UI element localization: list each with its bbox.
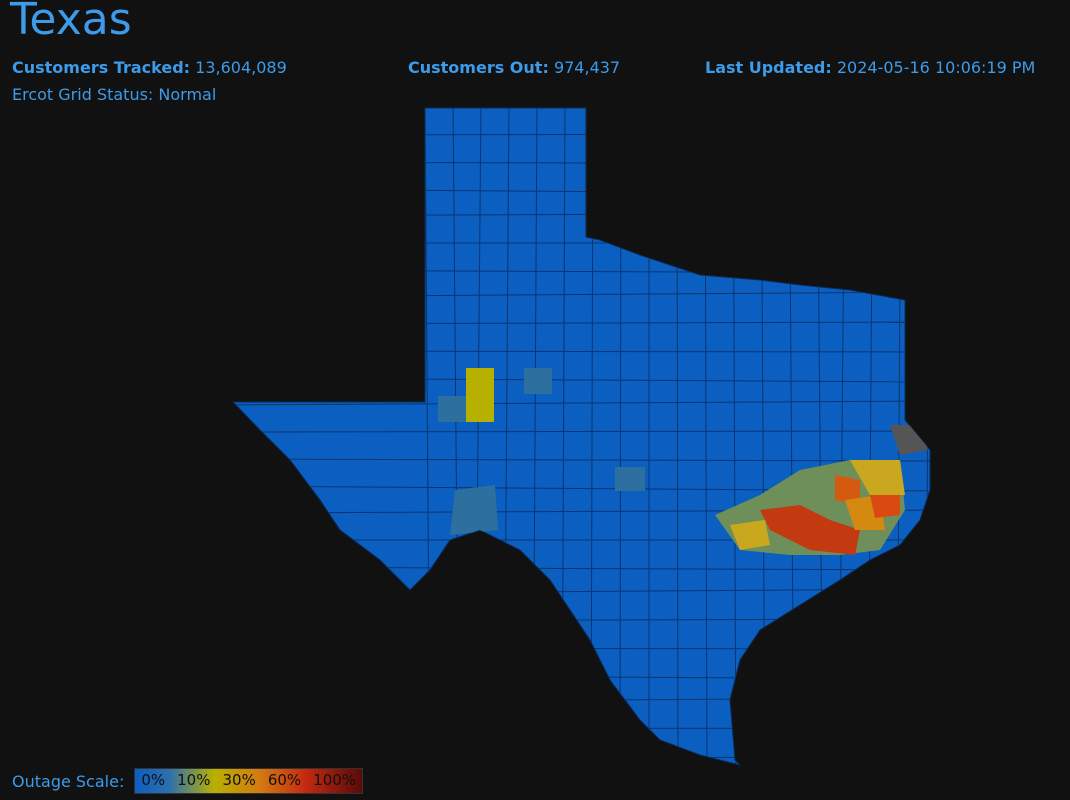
county — [450, 485, 498, 535]
legend-label: Outage Scale: — [12, 771, 125, 791]
legend-stop: 0% — [141, 771, 166, 789]
county-border — [233, 108, 930, 109]
legend-stop: 60% — [267, 771, 302, 789]
county — [524, 368, 552, 394]
county — [615, 467, 645, 491]
stat: Customers Out: 974,437 — [408, 58, 620, 77]
county-border — [233, 430, 930, 433]
legend-stop: 30% — [222, 771, 256, 789]
legend: Outage Scale: 0% 10% 30% 60% 100% — [12, 768, 364, 794]
county — [760, 505, 860, 555]
county — [730, 520, 770, 550]
legend-scale: 0% 10% 30% 60% 100% — [134, 768, 364, 794]
county-border — [233, 133, 930, 136]
county-border — [233, 458, 930, 462]
state-shape — [231, 107, 931, 766]
stat-label: Last Updated: — [705, 58, 832, 77]
county — [870, 495, 900, 518]
county — [466, 368, 494, 422]
county-border — [233, 647, 930, 650]
stat: Last Updated: 2024-05-16 10:06:19 PM — [705, 58, 1035, 77]
county-border — [233, 727, 930, 730]
stat-value: 13,604,089 — [195, 58, 287, 77]
stat-value: 974,437 — [553, 58, 621, 77]
stat: Customers Tracked: 13,604,089 — [12, 58, 287, 77]
county-border — [233, 697, 930, 703]
stat-value: 2024-05-16 10:06:19 PM — [836, 58, 1036, 77]
stat-label: Customers Out: — [408, 58, 549, 77]
county-border — [925, 108, 930, 765]
county — [438, 396, 466, 422]
stat-label: Customers Tracked: — [12, 58, 191, 77]
county — [850, 460, 905, 495]
county-border — [233, 755, 930, 759]
county-border — [233, 400, 930, 406]
legend-stop: 10% — [177, 771, 211, 789]
title: Texas — [10, 0, 132, 45]
county-border — [233, 674, 930, 680]
grid-status: Ercot Grid Status: Normal — [12, 85, 217, 104]
legend-stop: 100% — [313, 771, 357, 789]
county — [835, 475, 860, 505]
